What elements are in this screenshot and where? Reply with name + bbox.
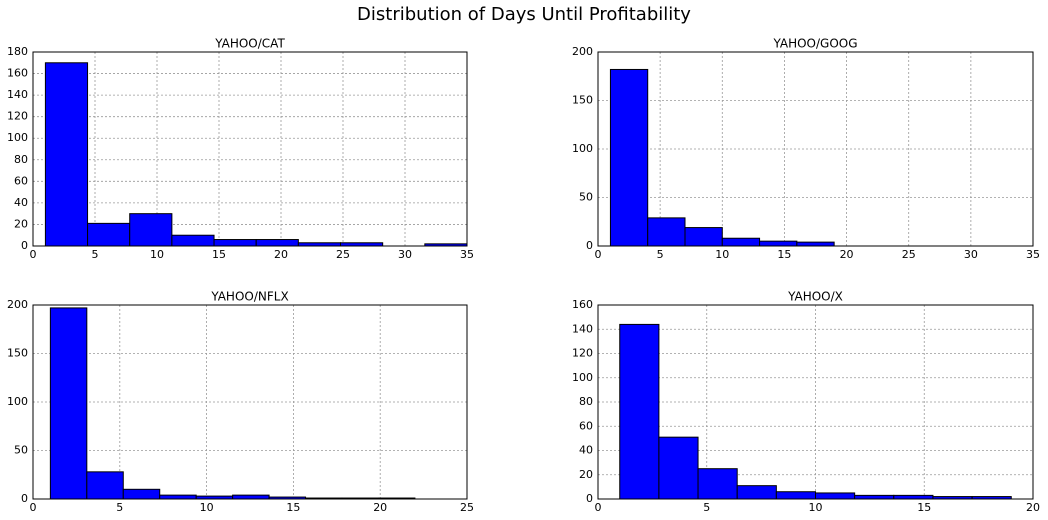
x-tick-label: 0 <box>30 501 37 514</box>
subplot: YAHOO/CAT 0 5 10 15 20 25 30 35 0 20 40 60 80 100 120 14… <box>7 37 474 262</box>
y-tick-label: 200 <box>7 298 28 311</box>
bar <box>171 234 215 247</box>
subplot-title: YAHOO/GOOG <box>772 37 857 51</box>
y-tick-label: 100 <box>7 395 28 408</box>
bar <box>619 323 660 500</box>
x-tick-label: 15 <box>917 501 931 514</box>
bar <box>815 492 856 500</box>
y-tick-label: 150 <box>572 94 593 107</box>
y-tick-label: 160 <box>572 298 593 311</box>
x-tick-label: 0 <box>30 248 37 261</box>
subplot: YAHOO/X 0 5 10 15 20 0 20 40 60 80 100 120 140 160 <box>572 290 1040 515</box>
axes-frame <box>597 51 1034 247</box>
x-tick-label: 20 <box>1026 501 1040 514</box>
y-tick-label: 50 <box>579 191 593 204</box>
y-tick-label: 100 <box>7 131 28 144</box>
x-tick-label: 35 <box>1026 248 1040 261</box>
bar <box>159 494 197 500</box>
bar <box>697 468 738 500</box>
subplot-title: YAHOO/X <box>787 290 843 304</box>
y-tick-label: 80 <box>14 153 28 166</box>
axes-frame <box>597 304 1034 500</box>
axes-frame <box>32 51 468 247</box>
y-tick-label: 20 <box>579 468 593 481</box>
bar <box>759 240 798 247</box>
x-tick-label: 15 <box>212 248 226 261</box>
bar <box>854 494 895 500</box>
figure-title: Distribution of Days Until Profitability <box>357 4 691 25</box>
y-tick-label: 100 <box>572 142 593 155</box>
axes-frame <box>32 304 468 500</box>
y-tick-label: 50 <box>14 444 28 457</box>
bar <box>684 227 723 247</box>
y-tick-label: 0 <box>586 492 593 505</box>
subplot-title: YAHOO/CAT <box>214 37 285 51</box>
bar <box>255 239 299 247</box>
bar <box>122 488 161 500</box>
y-tick-label: 0 <box>21 239 28 252</box>
x-tick-label: 30 <box>398 248 412 261</box>
x-tick-label: 5 <box>92 248 99 261</box>
bar <box>796 241 835 247</box>
y-tick-label: 20 <box>14 217 28 230</box>
bar <box>658 436 699 500</box>
x-tick-label: 10 <box>809 501 823 514</box>
y-tick-label: 60 <box>579 419 593 432</box>
x-tick-label: 35 <box>460 248 474 261</box>
bar <box>736 485 777 500</box>
bar <box>49 307 88 500</box>
x-tick-label: 15 <box>777 248 791 261</box>
y-tick-label: 60 <box>14 174 28 187</box>
bar <box>775 491 816 500</box>
subplot: YAHOO/NFLX 0 5 10 15 20 25 0 50 100 150 200 <box>7 290 474 515</box>
bar <box>647 217 686 247</box>
bar <box>44 62 89 247</box>
subplot: YAHOO/GOOG 0 5 10 15 20 25 30 35 0 50 100 150 200 <box>572 37 1040 262</box>
x-tick-label: 25 <box>902 248 916 261</box>
x-tick-label: 5 <box>703 501 710 514</box>
y-tick-label: 0 <box>21 492 28 505</box>
bar <box>86 471 124 500</box>
bar <box>721 237 761 247</box>
y-tick-label: 40 <box>14 196 28 209</box>
subplot-title: YAHOO/NFLX <box>210 290 288 304</box>
x-tick-label: 30 <box>964 248 978 261</box>
y-tick-label: 160 <box>7 67 28 80</box>
y-tick-label: 80 <box>579 395 593 408</box>
y-tick-label: 140 <box>572 322 593 335</box>
bar <box>893 494 934 500</box>
x-tick-label: 25 <box>460 501 474 514</box>
bar <box>87 222 131 247</box>
x-tick-label: 0 <box>595 248 602 261</box>
x-tick-label: 15 <box>286 501 300 514</box>
y-tick-label: 100 <box>572 371 593 384</box>
y-tick-label: 150 <box>7 347 28 360</box>
x-tick-label: 10 <box>150 248 164 261</box>
x-tick-label: 0 <box>595 501 602 514</box>
y-tick-label: 0 <box>586 239 593 252</box>
y-tick-label: 120 <box>572 347 593 360</box>
x-tick-label: 5 <box>116 501 123 514</box>
x-tick-label: 25 <box>336 248 350 261</box>
x-tick-label: 10 <box>715 248 729 261</box>
bar <box>609 68 649 247</box>
bar <box>232 494 270 500</box>
bar <box>129 213 173 247</box>
bar <box>213 239 257 247</box>
x-tick-label: 20 <box>373 501 387 514</box>
x-tick-label: 5 <box>657 248 664 261</box>
x-tick-label: 20 <box>840 248 854 261</box>
x-tick-label: 10 <box>200 501 214 514</box>
y-tick-label: 180 <box>7 45 28 58</box>
y-tick-label: 120 <box>7 110 28 123</box>
y-tick-label: 140 <box>7 88 28 101</box>
x-tick-label: 20 <box>274 248 288 261</box>
y-tick-label: 40 <box>579 444 593 457</box>
y-tick-label: 200 <box>572 45 593 58</box>
